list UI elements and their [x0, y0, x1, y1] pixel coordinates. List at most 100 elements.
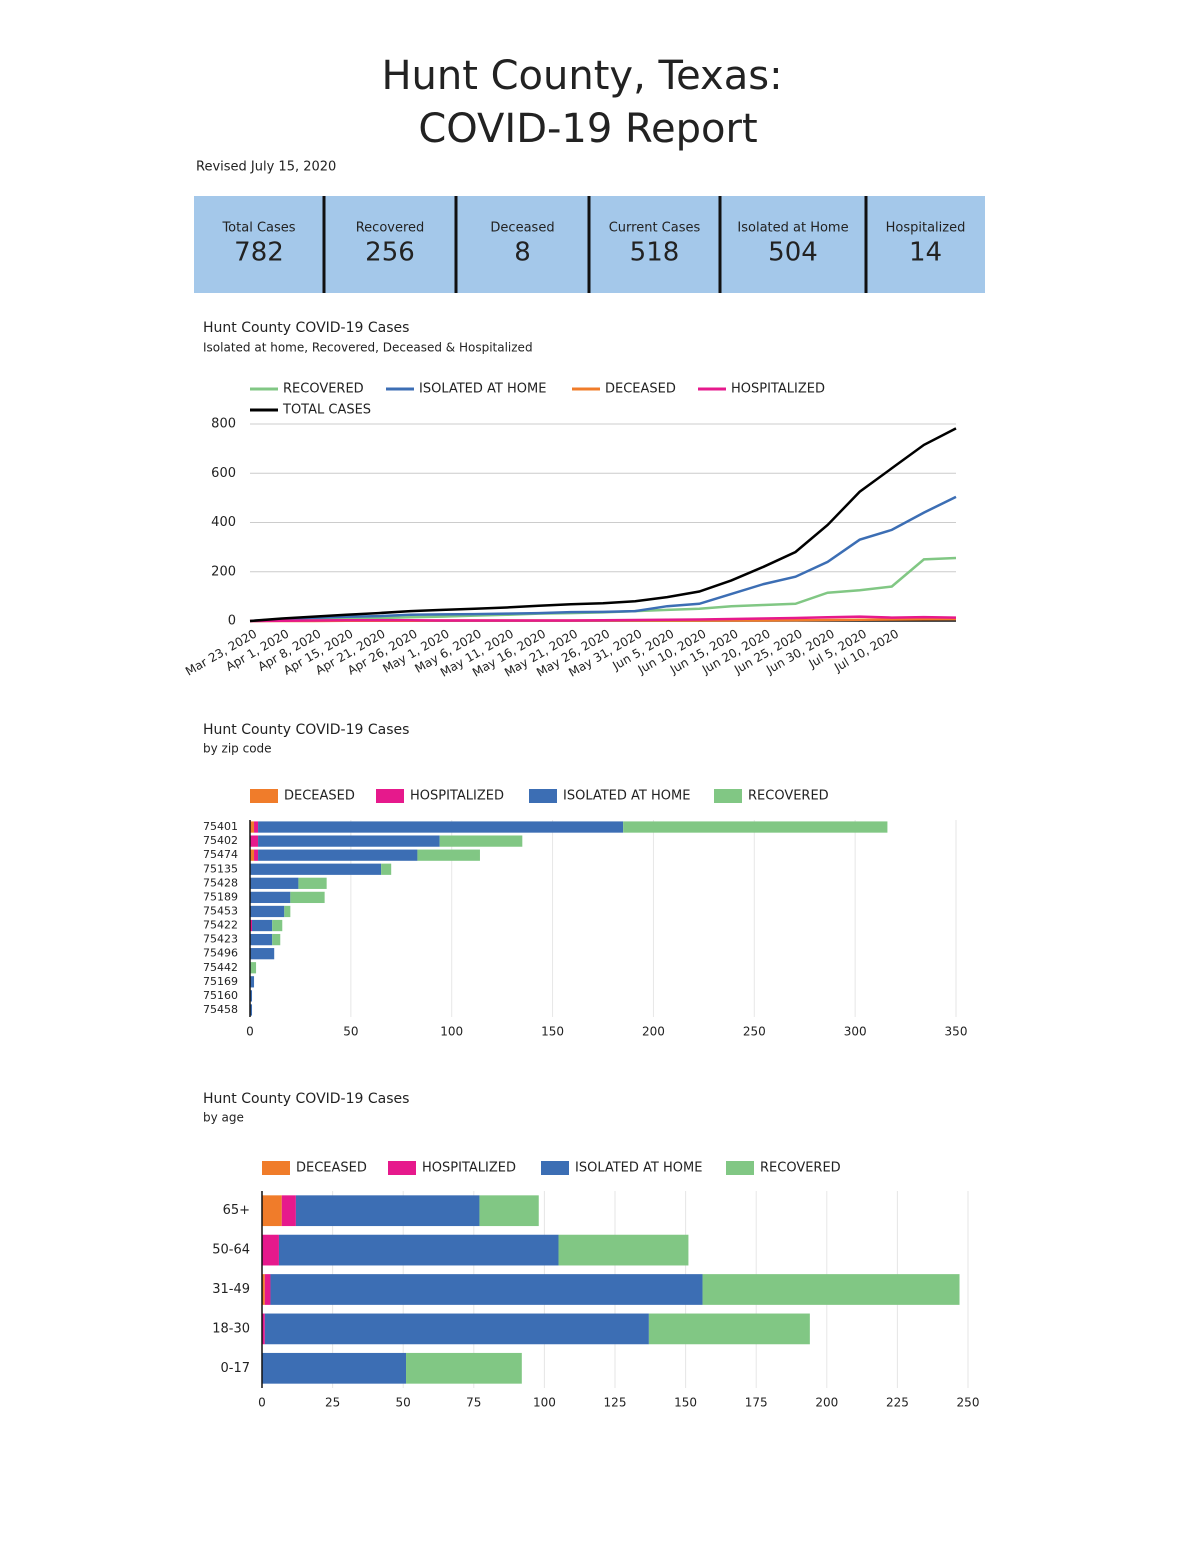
- bar-segment: [272, 919, 283, 932]
- bar-segment: [298, 877, 327, 889]
- y-tick-label: 0: [228, 614, 236, 629]
- revised-date: Revised July 15, 2020: [196, 160, 336, 175]
- legend-label: ISOLATED AT HOME: [563, 789, 690, 804]
- bar-segment: [250, 948, 275, 960]
- category-label: 75402: [203, 834, 238, 847]
- category-label: 75135: [203, 862, 238, 875]
- legend-label: DECEASED: [605, 382, 676, 397]
- x-tick-label: 175: [745, 1396, 768, 1410]
- category-label: 31-49: [212, 1282, 250, 1297]
- bar-segment: [406, 1352, 522, 1384]
- x-tick-label: 350: [945, 1025, 968, 1039]
- category-label: 75453: [203, 904, 238, 917]
- bar-segment: [417, 849, 480, 861]
- chart-subtitle: by zip code: [203, 742, 272, 756]
- bar-segment: [250, 849, 255, 861]
- stat-label: Total Cases: [221, 221, 295, 236]
- title: Hunt County, Texas:: [381, 53, 782, 99]
- bar-segment: [648, 1313, 810, 1345]
- x-tick-label: 300: [844, 1025, 867, 1039]
- bar-segment: [262, 1234, 279, 1266]
- category-label: 75428: [203, 876, 238, 889]
- x-tick-label: 0: [246, 1025, 254, 1039]
- legend-swatch: [529, 789, 557, 803]
- stat-value: 518: [630, 238, 680, 268]
- bar-segment: [250, 933, 273, 946]
- stat-label: Current Cases: [609, 221, 701, 236]
- bar-segment: [258, 835, 440, 847]
- x-tick-label: 50: [396, 1396, 411, 1410]
- bar-segment: [250, 962, 257, 974]
- x-tick-label: 50: [343, 1025, 358, 1039]
- bar-segment: [250, 863, 382, 875]
- x-tick-label: 100: [440, 1025, 463, 1039]
- stat-label: Isolated at Home: [737, 221, 848, 236]
- category-label: 75496: [203, 947, 238, 960]
- legend-label: ISOLATED AT HOME: [575, 1161, 702, 1176]
- x-tick-label: 225: [886, 1396, 909, 1410]
- bar-segment: [250, 891, 291, 904]
- stat-label: Recovered: [356, 221, 425, 236]
- category-label: 18-30: [212, 1321, 250, 1336]
- category-label: 0-17: [220, 1361, 250, 1376]
- category-label: 75474: [203, 848, 238, 861]
- bar-segment: [250, 1004, 253, 1016]
- legend-swatch: [726, 1161, 754, 1175]
- bar-segment: [250, 976, 255, 988]
- bar-segment: [381, 863, 392, 875]
- category-label: 75423: [203, 933, 238, 946]
- y-tick-label: 200: [211, 564, 236, 579]
- legend-label: RECOVERED: [283, 382, 364, 397]
- bar-segment: [254, 849, 259, 861]
- bar-segment: [254, 821, 259, 833]
- stat-value: 8: [514, 238, 531, 268]
- bar-segment: [281, 1195, 296, 1227]
- bar-segment: [252, 919, 273, 932]
- bar-segment: [264, 1274, 271, 1305]
- bar-segment: [250, 835, 259, 847]
- x-tick-label: 250: [743, 1025, 766, 1039]
- category-label: 75189: [203, 890, 238, 903]
- stat-value: 504: [768, 238, 818, 268]
- stat-value: 782: [234, 238, 284, 268]
- chart-title: Hunt County COVID-19 Cases: [203, 722, 409, 738]
- bar-segment: [250, 877, 299, 889]
- bar-segment: [272, 933, 281, 946]
- bar-segment: [295, 1195, 480, 1227]
- legend-label: DECEASED: [296, 1161, 367, 1176]
- bar-segment: [284, 905, 291, 918]
- category-label: 50-64: [212, 1243, 250, 1258]
- stat-label: Deceased: [490, 221, 554, 236]
- legend-label: RECOVERED: [760, 1161, 841, 1176]
- line-series: [249, 495, 957, 623]
- legend-swatch: [714, 789, 742, 803]
- category-label: 75169: [203, 975, 238, 988]
- bar-segment: [262, 1274, 265, 1305]
- legend-label: DECEASED: [284, 789, 355, 804]
- bar-segment: [262, 1352, 407, 1384]
- title: COVID-19 Report: [418, 106, 757, 152]
- chart-title: Hunt County COVID-19 Cases: [203, 320, 409, 336]
- bar-segment: [290, 891, 325, 904]
- legend-label: HOSPITALIZED: [410, 789, 504, 804]
- legend-label: ISOLATED AT HOME: [419, 382, 546, 397]
- bar-segment: [258, 849, 418, 861]
- x-tick-label: 125: [604, 1396, 627, 1410]
- x-tick-label: 150: [674, 1396, 697, 1410]
- bar-segment: [262, 1313, 265, 1345]
- bar-segment: [250, 990, 253, 1002]
- x-tick-label: 200: [815, 1396, 838, 1410]
- legend-label: TOTAL CASES: [282, 403, 371, 418]
- bar-segment: [439, 835, 523, 847]
- y-tick-label: 400: [211, 515, 236, 530]
- x-tick-label: 200: [642, 1025, 665, 1039]
- category-label: 75458: [203, 1003, 238, 1016]
- legend-swatch: [541, 1161, 569, 1175]
- x-tick-label: 100: [533, 1396, 556, 1410]
- bar-segment: [278, 1234, 559, 1266]
- category-label: 75442: [203, 961, 238, 974]
- line-series: [249, 615, 957, 623]
- category-label: 75422: [203, 919, 238, 932]
- category-label: 75160: [203, 989, 238, 1002]
